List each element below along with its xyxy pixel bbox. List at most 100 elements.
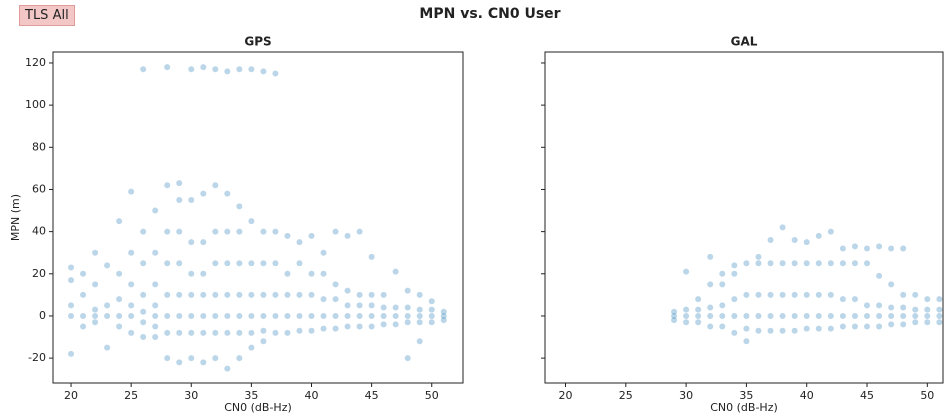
point <box>791 312 798 319</box>
point <box>876 302 883 309</box>
point <box>104 302 111 309</box>
point <box>128 329 135 336</box>
point <box>815 260 822 267</box>
point <box>68 312 75 319</box>
point <box>900 245 907 252</box>
point <box>380 321 387 328</box>
point <box>320 325 327 332</box>
point <box>224 228 231 235</box>
point <box>731 329 738 336</box>
point <box>344 323 351 330</box>
point <box>188 329 195 336</box>
point <box>356 312 363 319</box>
point <box>839 323 846 330</box>
point <box>92 319 99 326</box>
point <box>779 224 786 231</box>
point <box>428 312 435 319</box>
point <box>767 260 774 267</box>
point <box>152 207 159 214</box>
point <box>791 260 798 267</box>
point <box>224 260 231 267</box>
point <box>864 323 871 330</box>
point <box>755 327 762 334</box>
plot-frame <box>52 51 464 384</box>
point <box>671 317 678 324</box>
point <box>719 312 726 319</box>
point <box>272 312 279 319</box>
point <box>719 270 726 277</box>
point <box>152 249 159 256</box>
point <box>212 312 219 319</box>
point <box>876 312 883 319</box>
point <box>791 237 798 244</box>
point <box>308 327 315 334</box>
point <box>743 260 750 267</box>
point <box>719 281 726 288</box>
point <box>212 260 219 267</box>
point <box>344 302 351 309</box>
point <box>176 359 183 366</box>
point <box>176 312 183 319</box>
point <box>260 291 267 298</box>
point <box>188 312 195 319</box>
point <box>332 228 339 235</box>
x-tick-label: 40 <box>305 389 319 402</box>
point <box>767 291 774 298</box>
point <box>164 355 171 362</box>
point <box>356 228 363 235</box>
point <box>851 323 858 330</box>
point <box>936 306 943 313</box>
point <box>695 306 702 313</box>
point <box>332 296 339 303</box>
point <box>683 268 690 275</box>
point <box>743 291 750 298</box>
point <box>236 203 243 210</box>
point <box>200 359 207 366</box>
point <box>839 312 846 319</box>
point <box>864 260 871 267</box>
point <box>140 291 147 298</box>
point <box>164 291 171 298</box>
point <box>272 70 279 77</box>
point <box>248 218 255 225</box>
point <box>68 264 75 271</box>
point <box>888 312 895 319</box>
point <box>272 291 279 298</box>
point <box>851 312 858 319</box>
point <box>888 281 895 288</box>
filter-button[interactable]: TLS All <box>19 5 75 26</box>
point <box>248 312 255 319</box>
point <box>68 302 75 309</box>
point <box>128 302 135 309</box>
point <box>815 291 822 298</box>
point <box>188 270 195 277</box>
point <box>116 270 123 277</box>
point <box>380 291 387 298</box>
point <box>200 270 207 277</box>
point <box>876 323 883 330</box>
y-tick-label: 20 <box>32 267 46 280</box>
point <box>864 302 871 309</box>
point <box>368 312 375 319</box>
point <box>212 182 219 189</box>
point <box>332 281 339 288</box>
point <box>404 355 411 362</box>
point <box>851 260 858 267</box>
point <box>80 291 87 298</box>
point <box>851 243 858 250</box>
point <box>912 291 919 298</box>
point <box>404 304 411 311</box>
point <box>416 312 423 319</box>
point <box>236 291 243 298</box>
point <box>200 64 207 71</box>
y-axis-label: MPN (m) <box>9 194 22 241</box>
point <box>683 306 690 313</box>
point <box>296 260 303 267</box>
point <box>767 237 774 244</box>
point <box>248 66 255 73</box>
x-tick-label: 50 <box>920 389 934 402</box>
x-tick-label: 20 <box>559 389 573 402</box>
point <box>803 325 810 332</box>
x-tick-label: 20 <box>64 389 78 402</box>
x-tick-label: 50 <box>425 389 439 402</box>
